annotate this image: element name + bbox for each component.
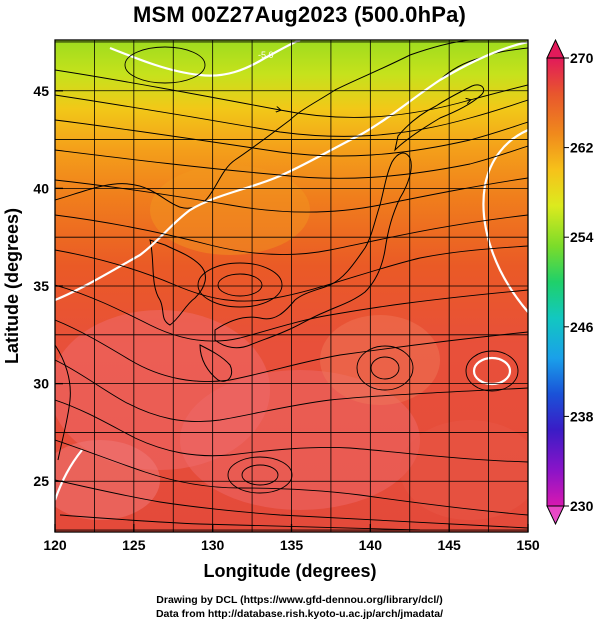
streamline — [55, 94, 528, 137]
streamline — [55, 119, 528, 157]
y-tick-label: 35 — [33, 278, 49, 294]
colorbar-tick-label: 230 — [570, 498, 594, 514]
colorbar-tick-label: 254 — [570, 229, 594, 245]
colorbar-tick-label: 270 — [570, 50, 594, 66]
credit-line-1: Drawing by DCL (https://www.gfd-dennou.o… — [156, 594, 443, 606]
contour-line — [109, 40, 301, 77]
streamline — [55, 284, 528, 342]
colorbar-tick-label: 246 — [570, 319, 594, 335]
map-grid — [55, 40, 528, 532]
streamline — [55, 399, 528, 463]
colorbar-tick-label: 238 — [570, 408, 594, 424]
vortex-streamline — [241, 464, 279, 486]
vortex-streamline — [124, 46, 206, 84]
vortex-streamline — [370, 356, 400, 380]
asian-coast — [55, 40, 471, 209]
colorbar-max-arrow — [546, 38, 565, 59]
x-tick-label: 130 — [201, 537, 225, 553]
warm-patch — [400, 420, 528, 520]
x-tick-label: 135 — [280, 537, 304, 553]
warm-patch — [55, 440, 160, 520]
x-axis-label: Longitude (degrees) — [203, 561, 376, 581]
y-tick-label: 45 — [33, 83, 49, 99]
streamline — [55, 245, 528, 302]
x-tick-label: 140 — [359, 537, 383, 553]
contour-line — [55, 40, 528, 302]
streamline — [55, 177, 528, 213]
contour-line — [482, 128, 528, 313]
vortex-streamline — [217, 273, 263, 297]
white-contours — [55, 40, 528, 501]
y-axis-label: Latitude (degrees) — [2, 208, 22, 364]
y-tick-label: 25 — [33, 473, 49, 489]
colorbar-ticks: 270 262 254 246 238 230 — [564, 50, 594, 514]
x-tick-label: 120 — [43, 537, 67, 553]
x-tick-label: 150 — [516, 537, 540, 553]
vortex-streamline — [356, 345, 414, 391]
x-tick-label: 145 — [437, 537, 461, 553]
vortex-streamline — [465, 350, 519, 392]
streamlines — [55, 46, 528, 531]
japan-kyushu — [199, 344, 233, 382]
y-tick-label: 40 — [33, 180, 49, 196]
credit-line-2: Data from http://database.rish.kyoto-u.a… — [155, 608, 444, 620]
korean-peninsula — [149, 239, 206, 326]
colorbar-tick-label: 262 — [570, 140, 594, 156]
streamline — [55, 479, 528, 529]
streamline — [55, 439, 528, 516]
vortex-streamline — [227, 456, 293, 494]
colorbar-min-arrow — [546, 505, 565, 526]
contour-line — [55, 449, 83, 501]
streamline — [55, 69, 528, 118]
contour-label: -5.0 — [258, 50, 274, 60]
vortex-streamline — [197, 262, 283, 308]
colorbar — [546, 57, 565, 507]
x-tick-label: 125 — [122, 537, 146, 553]
y-tick-label: 30 — [33, 376, 49, 392]
cool-patch — [150, 165, 310, 255]
streamline — [55, 145, 528, 179]
streamline — [59, 514, 421, 531]
figure-title: MSM 00Z27Aug2023 (500.0hPa) — [132, 2, 467, 27]
warm-patch — [180, 370, 420, 510]
streamline — [55, 214, 528, 256]
streamline — [55, 319, 528, 382]
warm-patch — [320, 315, 440, 405]
axis-ticks: 120 125 130 135 140 145 150 25 30 35 40 45 — [33, 83, 539, 553]
